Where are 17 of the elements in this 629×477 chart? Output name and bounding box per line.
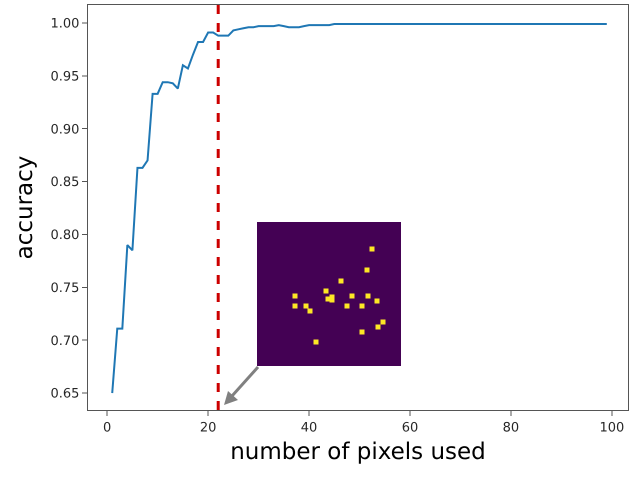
y-tick-label: 0.75	[50, 280, 80, 296]
y-tick-label: 0.65	[50, 386, 80, 402]
x-tick-label: 60	[402, 420, 418, 436]
y-tick-label: 0.90	[50, 122, 80, 138]
y-axis-title: accuracy	[12, 156, 38, 260]
y-tick-label: 0.95	[50, 69, 80, 84]
x-tick-label: 20	[200, 420, 216, 436]
y-tick-label: 0.85	[50, 175, 80, 190]
x-tick-label: 100	[599, 420, 624, 436]
y-tick-label: 0.70	[50, 334, 80, 349]
y-tick-label: 1.00	[50, 16, 80, 32]
y-tick-label: 0.80	[50, 228, 80, 244]
x-tick-label: 0	[103, 420, 112, 436]
x-tick-label: 40	[300, 420, 318, 436]
line-series	[111, 23, 608, 394]
x-tick-label: 80	[502, 420, 520, 436]
x-axis-title: number of pixels used	[230, 439, 486, 466]
